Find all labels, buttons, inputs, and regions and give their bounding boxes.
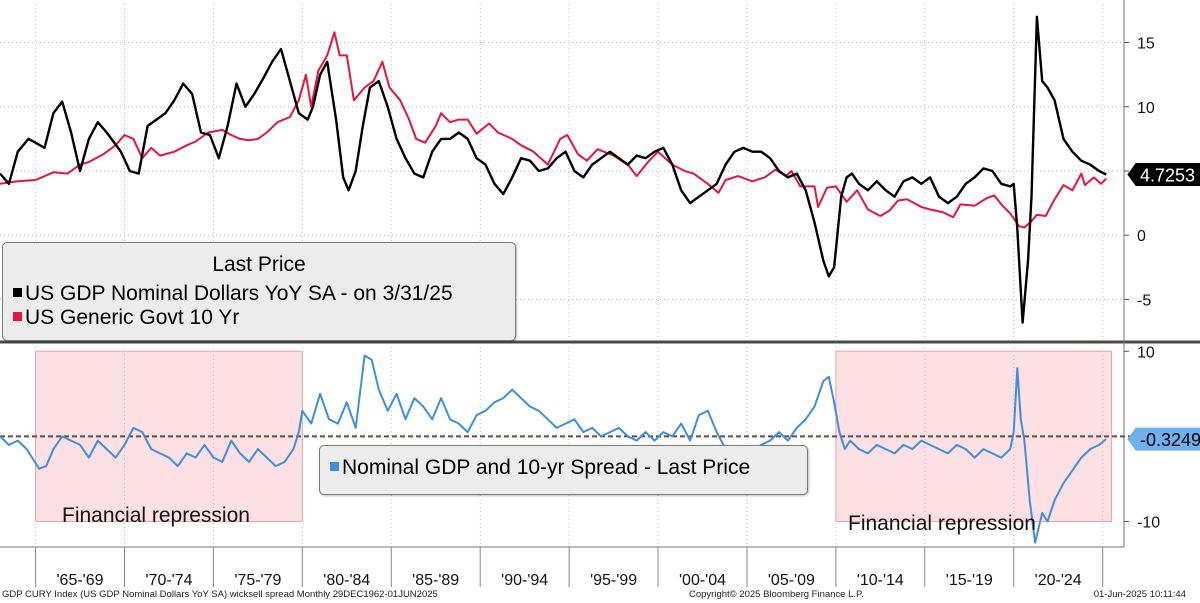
last-value-tag-spread-bg bbox=[1127, 427, 1200, 451]
bottom-legend: Nominal GDP and 10-yr Spread - Last Pric… bbox=[319, 445, 808, 495]
legend-item-10yr: US Generic Govt 10 Yr bbox=[13, 306, 239, 330]
x-period-label: '00-'04 bbox=[679, 572, 726, 589]
x-period-label: '95-'99 bbox=[590, 572, 637, 589]
y-tick-label-top: 0 bbox=[1137, 228, 1146, 245]
footer-source: GDP CURY Index (US GDP Nominal Dollars Y… bbox=[2, 589, 438, 600]
top-legend: Last Price US GDP Nominal Dollars YoY SA… bbox=[2, 242, 516, 341]
legend-item-gdp: US GDP Nominal Dollars YoY SA - on 3/31/… bbox=[13, 282, 453, 306]
x-period-label: '90-'94 bbox=[501, 572, 548, 589]
last-value-tag-gdp-bg bbox=[1127, 163, 1200, 187]
y-tick-label-top: 15 bbox=[1137, 36, 1155, 53]
legend-title: Last Price bbox=[212, 253, 306, 276]
footer-timestamp: 01-Jun-2025 10:11:44 bbox=[1093, 589, 1186, 600]
legend-label-spread: Nominal GDP and 10-yr Spread - Last Pric… bbox=[342, 456, 751, 479]
legend-swatch-10yr bbox=[13, 312, 22, 321]
y-tick-label-top: -5 bbox=[1137, 292, 1151, 309]
x-period-label: '05-'09 bbox=[768, 572, 815, 589]
x-period-label: '15-'19 bbox=[946, 572, 993, 589]
x-period-label: '20-'24 bbox=[1035, 572, 1082, 589]
x-period-label: '80-'84 bbox=[323, 572, 370, 589]
x-period-label: '70-'74 bbox=[145, 572, 192, 589]
annotation-financial-repression-right: Financial repression bbox=[848, 512, 1036, 535]
y-tick-label-bottom: -10 bbox=[1137, 514, 1160, 531]
legend-swatch-gdp bbox=[13, 288, 22, 297]
x-period-label: '10-'14 bbox=[857, 572, 904, 589]
legend-swatch-spread bbox=[330, 462, 339, 471]
legend-item-spread: Nominal GDP and 10-yr Spread - Last Pric… bbox=[330, 456, 750, 480]
x-period-label: '65-'69 bbox=[56, 572, 103, 589]
footer-copyright: Copyright© 2025 Bloomberg Finance L.P. bbox=[689, 589, 864, 600]
legend-label-10yr: US Generic Govt 10 Yr bbox=[25, 306, 240, 329]
x-period-label: '85-'89 bbox=[412, 572, 459, 589]
x-period-label: '75-'79 bbox=[234, 572, 281, 589]
y-tick-label-top: 10 bbox=[1137, 100, 1155, 117]
last-value-tag-gdp-label: 4.7253 bbox=[1140, 166, 1195, 186]
legend-label-gdp: US GDP Nominal Dollars YoY SA - on 3/31/… bbox=[25, 282, 453, 305]
annotation-financial-repression-left: Financial repression bbox=[62, 504, 250, 527]
series-line-gdp-yoy bbox=[0, 15, 1107, 324]
y-tick-label-bottom: 10 bbox=[1137, 344, 1155, 361]
series-line-spread bbox=[0, 354, 1107, 544]
shaded-region-2 bbox=[835, 350, 1113, 522]
last-value-tag-spread-label: -0.3249 bbox=[1140, 430, 1200, 450]
